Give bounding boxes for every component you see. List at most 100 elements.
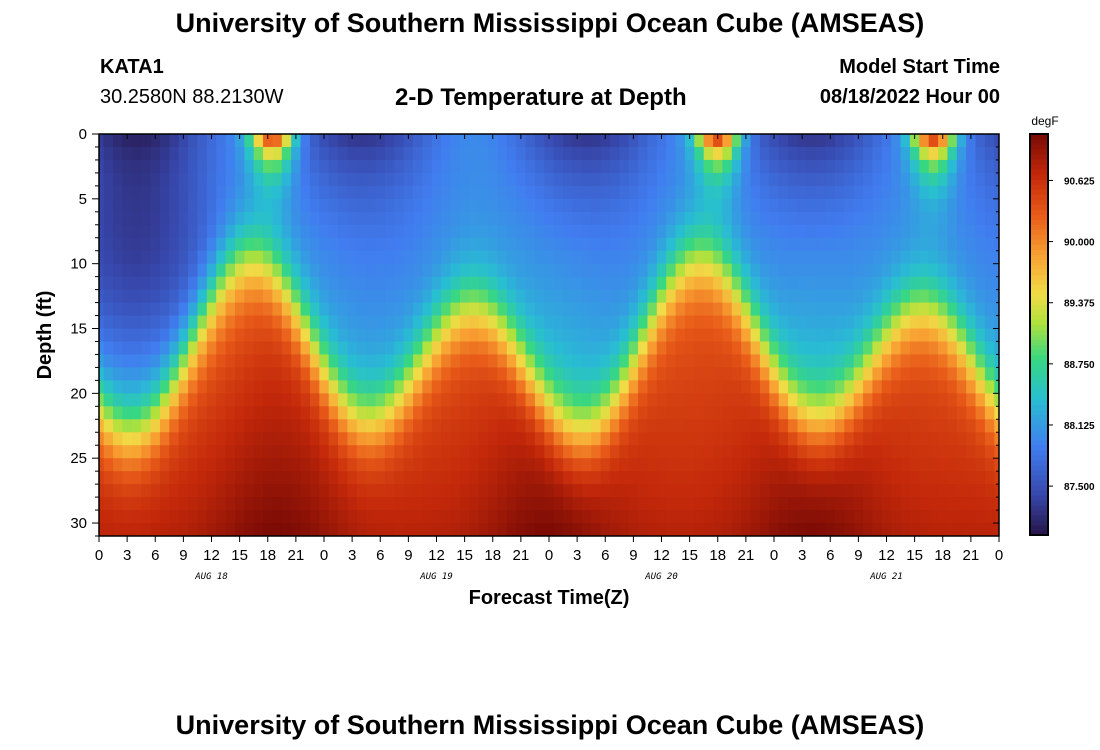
heatmap-cell bbox=[966, 237, 977, 252]
heatmap-cell bbox=[366, 484, 377, 498]
heatmap-cell bbox=[441, 406, 452, 420]
heatmap-cell bbox=[319, 237, 330, 252]
heatmap-cell bbox=[347, 250, 358, 265]
heatmap-cell bbox=[722, 263, 733, 278]
heatmap-cell bbox=[928, 146, 939, 161]
heatmap-cell bbox=[919, 302, 930, 317]
heatmap-cell bbox=[863, 250, 874, 265]
heatmap-cell bbox=[947, 159, 958, 174]
heatmap-cell bbox=[956, 172, 967, 187]
heatmap-cell bbox=[497, 419, 508, 433]
heatmap-cell bbox=[553, 185, 564, 200]
heatmap-cell bbox=[544, 134, 555, 148]
heatmap-cell bbox=[338, 315, 349, 330]
heatmap-cell bbox=[675, 172, 686, 187]
heatmap-cell bbox=[759, 211, 770, 226]
heatmap-cell bbox=[422, 445, 433, 459]
heatmap-cell bbox=[272, 146, 283, 161]
heatmap-cell bbox=[319, 523, 330, 536]
heatmap-cell bbox=[881, 263, 892, 278]
heatmap-cell bbox=[356, 224, 367, 239]
heatmap-cell bbox=[759, 471, 770, 485]
heatmap-cell bbox=[413, 263, 424, 278]
heatmap-cell bbox=[525, 328, 536, 343]
heatmap-cell bbox=[253, 419, 264, 433]
heatmap-cell bbox=[375, 211, 386, 226]
heatmap-cell bbox=[834, 224, 845, 239]
heatmap-cell bbox=[319, 328, 330, 343]
heatmap-cell bbox=[703, 224, 714, 239]
heatmap-cell bbox=[900, 315, 911, 330]
heatmap-cell bbox=[309, 523, 320, 536]
heatmap-cell bbox=[853, 146, 864, 161]
heatmap-cell bbox=[844, 419, 855, 433]
heatmap-cell bbox=[769, 172, 780, 187]
heatmap-cell bbox=[909, 302, 920, 317]
colorbar-swatch bbox=[1030, 159, 1048, 165]
heatmap-cell bbox=[703, 289, 714, 304]
heatmap-cell bbox=[666, 276, 677, 291]
heatmap-cell bbox=[375, 263, 386, 278]
heatmap-cell bbox=[591, 510, 602, 524]
heatmap-cell bbox=[788, 458, 799, 472]
heatmap-cell bbox=[609, 250, 620, 265]
heatmap-cell bbox=[413, 458, 424, 472]
heatmap-cell bbox=[525, 354, 536, 369]
heatmap-cell bbox=[291, 146, 302, 161]
heatmap-cell bbox=[347, 471, 358, 485]
heatmap-cell bbox=[188, 484, 199, 498]
heatmap-cell bbox=[328, 380, 339, 394]
heatmap-cell bbox=[966, 211, 977, 226]
heatmap-cell bbox=[731, 484, 742, 498]
heatmap-cell bbox=[497, 172, 508, 187]
heatmap-cell bbox=[178, 510, 189, 524]
heatmap-cell bbox=[694, 471, 705, 485]
heatmap-cell bbox=[563, 419, 574, 433]
heatmap-cell bbox=[656, 237, 667, 252]
heatmap-cell bbox=[141, 146, 152, 161]
heatmap-cell bbox=[788, 341, 799, 356]
colorbar-swatch bbox=[1030, 424, 1048, 431]
heatmap-cell bbox=[113, 484, 124, 498]
heatmap-cell bbox=[834, 354, 845, 369]
heatmap-cell bbox=[384, 367, 395, 381]
heatmap-cell bbox=[366, 263, 377, 278]
heatmap-cell bbox=[534, 146, 545, 161]
heatmap-cell bbox=[356, 263, 367, 278]
heatmap-cells bbox=[99, 134, 999, 536]
heatmap-cell bbox=[638, 198, 649, 213]
heatmap-cell bbox=[806, 432, 817, 446]
heatmap-cell bbox=[731, 445, 742, 459]
heatmap-cell bbox=[797, 497, 808, 511]
heatmap-cell bbox=[834, 406, 845, 420]
colorbar-swatch bbox=[1030, 184, 1048, 190]
heatmap-cell bbox=[225, 328, 236, 343]
heatmap-cell bbox=[150, 289, 161, 304]
y-tick-label: 5 bbox=[79, 191, 87, 208]
heatmap-cell bbox=[338, 497, 349, 511]
heatmap-cell bbox=[591, 172, 602, 187]
heatmap-cell bbox=[966, 185, 977, 200]
heatmap-cell bbox=[309, 172, 320, 187]
heatmap-cell bbox=[666, 315, 677, 330]
heatmap-cell bbox=[206, 315, 217, 330]
heatmap-cell bbox=[150, 354, 161, 369]
heatmap-cell bbox=[675, 432, 686, 446]
heatmap-cell bbox=[488, 406, 499, 420]
heatmap-cell bbox=[319, 315, 330, 330]
heatmap-cell bbox=[356, 134, 367, 148]
heatmap-cell bbox=[881, 445, 892, 459]
heatmap-cell bbox=[281, 237, 292, 252]
heatmap-cell bbox=[891, 523, 902, 536]
heatmap-cell bbox=[141, 458, 152, 472]
heatmap-cell bbox=[647, 380, 658, 394]
heatmap-cell bbox=[422, 484, 433, 498]
heatmap-cell bbox=[206, 276, 217, 291]
heatmap-cell bbox=[441, 302, 452, 317]
heatmap-cell bbox=[956, 146, 967, 161]
heatmap-cell bbox=[375, 354, 386, 369]
heatmap-cell bbox=[300, 484, 311, 498]
heatmap-cell bbox=[384, 393, 395, 407]
heatmap-cell bbox=[338, 211, 349, 226]
date-label: AUG 19 bbox=[419, 572, 453, 582]
